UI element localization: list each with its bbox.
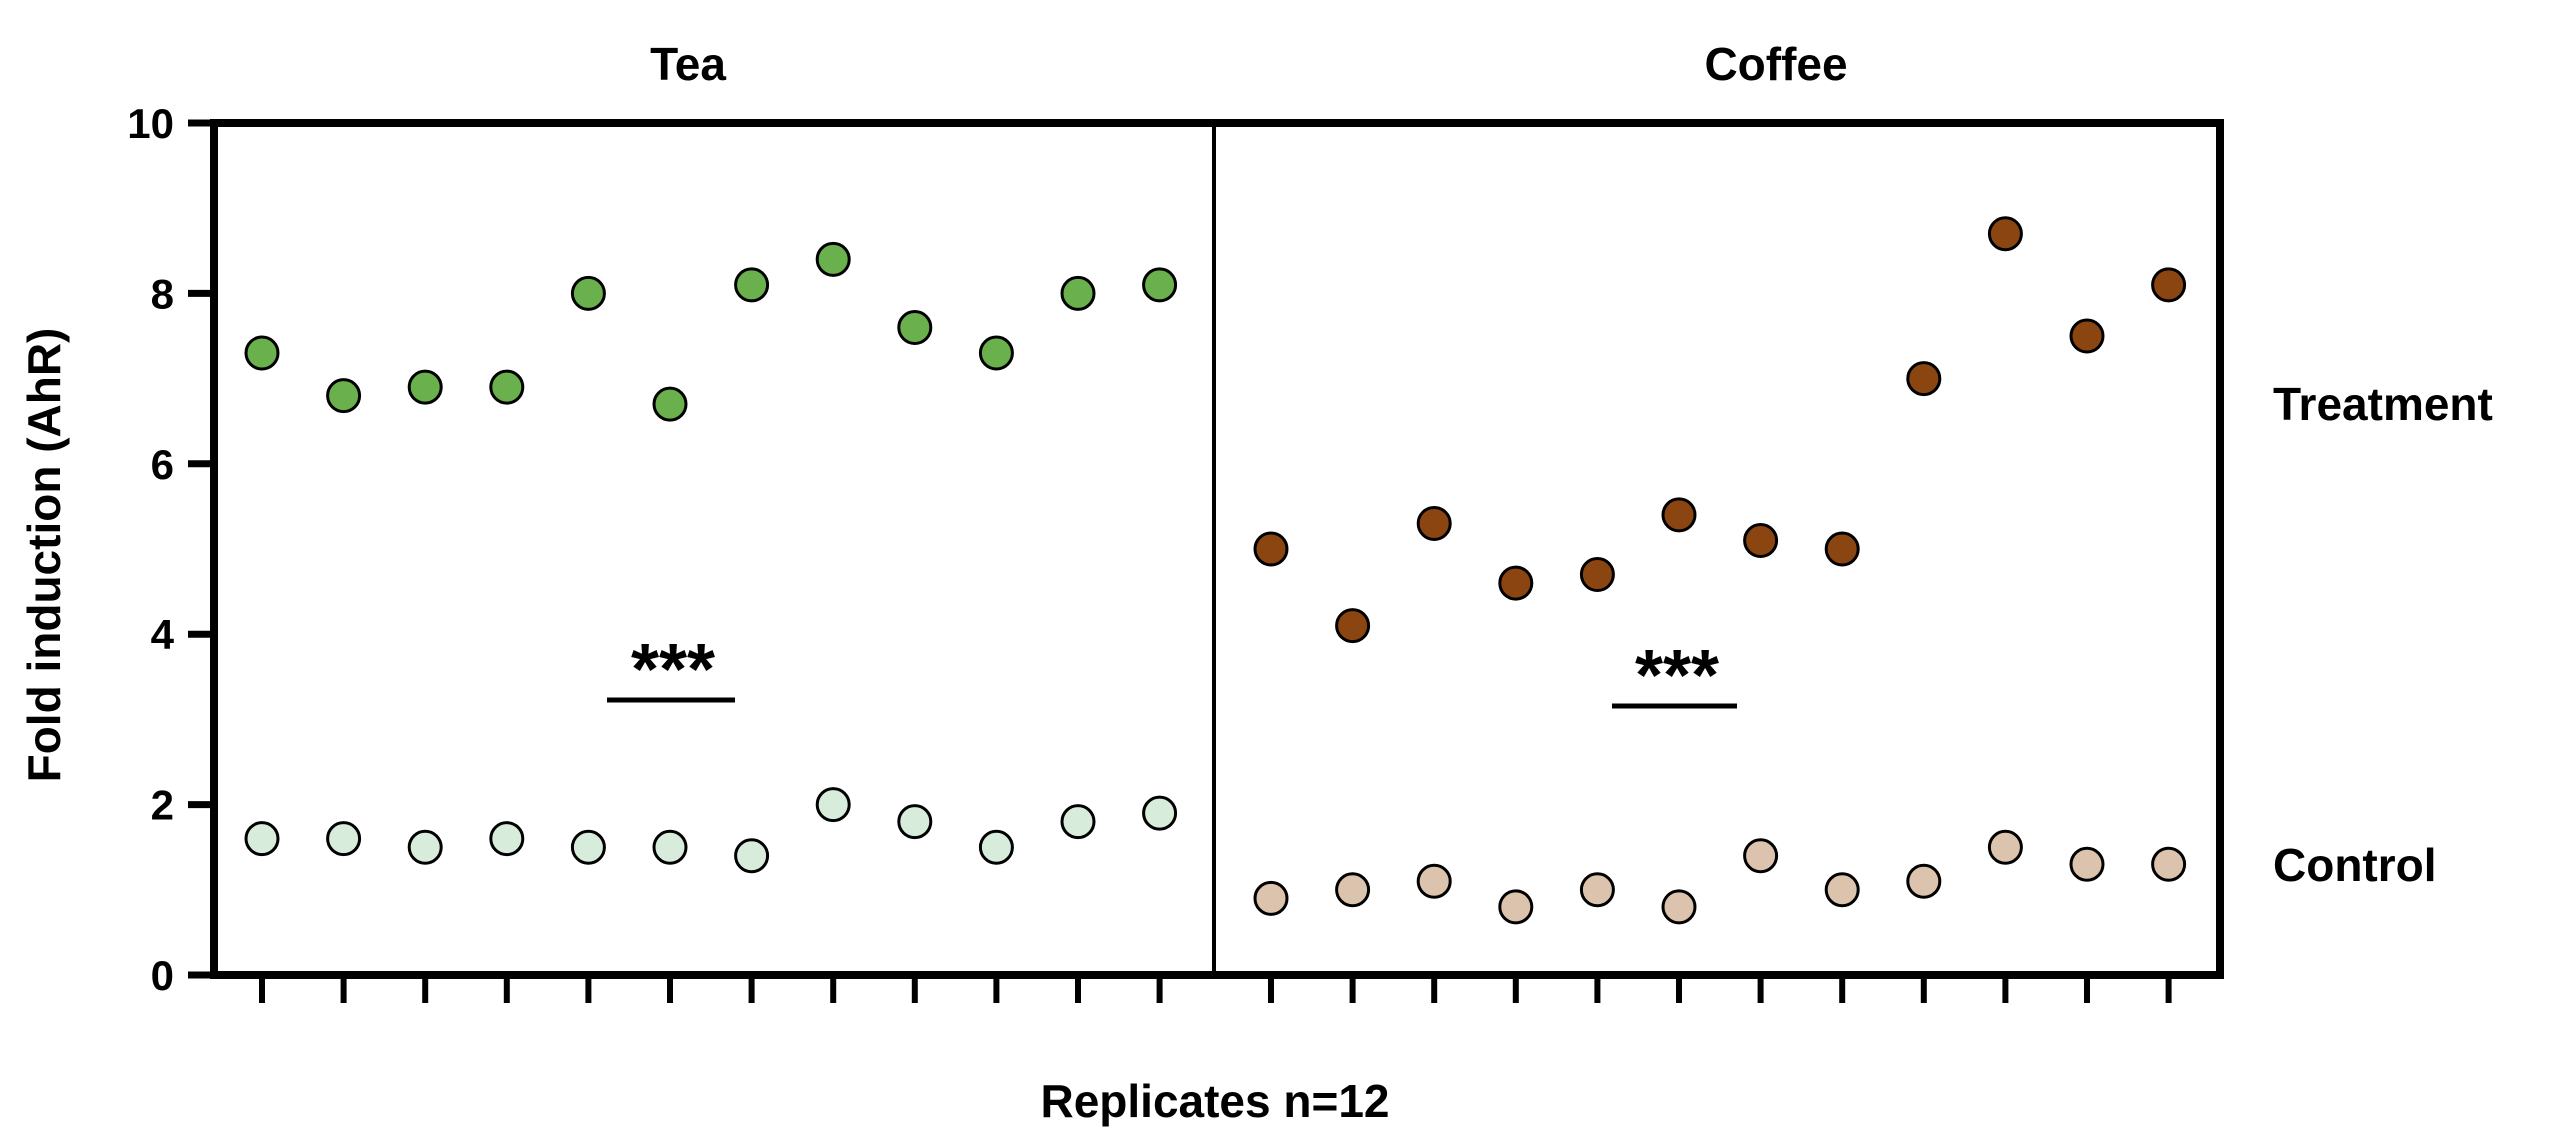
point-tea-control-9: [897, 804, 933, 840]
point-tea-control-8: [815, 787, 851, 823]
point-coffee-treatment-12: [2151, 267, 2187, 303]
y-tick-label-8: 8: [151, 270, 174, 317]
point-coffee-control-11: [2069, 846, 2105, 882]
point-tea-treatment-6: [652, 386, 688, 422]
point-coffee-treatment-8: [1824, 531, 1860, 567]
point-coffee-treatment-11: [2069, 318, 2105, 354]
point-tea-treatment-7: [734, 267, 770, 303]
point-coffee-control-10: [1987, 829, 2023, 865]
point-coffee-treatment-7: [1743, 522, 1779, 558]
point-tea-treatment-10: [978, 335, 1014, 371]
point-tea-treatment-8: [815, 241, 851, 277]
point-tea-control-6: [652, 829, 688, 865]
y-tick-label-2: 2: [151, 782, 174, 829]
point-tea-treatment-9: [897, 309, 933, 345]
panel-title-tea: Tea: [650, 38, 726, 90]
point-tea-control-3: [407, 829, 443, 865]
point-coffee-control-9: [1906, 863, 1942, 899]
y-axis-label: Fold induction (AhR): [18, 328, 70, 783]
point-coffee-control-4: [1498, 889, 1534, 925]
x-axis-label: Replicates n=12: [1040, 1075, 1389, 1127]
point-tea-control-12: [1142, 795, 1178, 831]
point-coffee-treatment-1: [1253, 531, 1289, 567]
point-tea-treatment-12: [1142, 267, 1178, 303]
point-tea-control-11: [1060, 804, 1096, 840]
labels-layer: Fold induction (AhR) Replicates n=12 Tea…: [18, 38, 2493, 1127]
point-coffee-treatment-3: [1416, 505, 1452, 541]
point-tea-control-10: [978, 829, 1014, 865]
row-label-control: Control: [2273, 839, 2437, 891]
axes-layer: 0 2 4 6 8 10: [127, 100, 2224, 1003]
point-tea-treatment-4: [489, 369, 525, 405]
y-tick-label-6: 6: [151, 441, 174, 488]
point-coffee-treatment-5: [1579, 557, 1615, 593]
point-coffee-treatment-9: [1906, 361, 1942, 397]
point-coffee-treatment-6: [1661, 497, 1697, 533]
significance-label-tea: ***: [631, 630, 715, 710]
y-tick-label-10: 10: [127, 100, 174, 147]
point-coffee-control-8: [1824, 872, 1860, 908]
point-tea-control-7: [734, 838, 770, 874]
point-coffee-control-7: [1743, 838, 1779, 874]
point-coffee-control-1: [1253, 880, 1289, 916]
panel-title-coffee: Coffee: [1704, 38, 1847, 90]
point-tea-treatment-11: [1060, 275, 1096, 311]
point-coffee-control-6: [1661, 889, 1697, 925]
point-tea-control-2: [326, 821, 362, 857]
row-label-treatment: Treatment: [2273, 378, 2493, 430]
point-tea-control-5: [570, 829, 606, 865]
point-tea-treatment-3: [407, 369, 443, 405]
point-coffee-control-5: [1579, 872, 1615, 908]
y-tick-label-4: 4: [151, 611, 175, 658]
point-coffee-control-2: [1335, 872, 1371, 908]
point-coffee-control-12: [2151, 846, 2187, 882]
significance-label-coffee: ***: [1635, 636, 1719, 716]
plot-frame: [210, 119, 2224, 979]
marks-layer: [244, 216, 2187, 925]
point-tea-control-4: [489, 821, 525, 857]
point-tea-treatment-2: [326, 378, 362, 414]
point-coffee-control-3: [1416, 863, 1452, 899]
y-tick-label-0: 0: [151, 952, 174, 999]
point-tea-control-1: [244, 821, 280, 857]
point-coffee-treatment-4: [1498, 565, 1534, 601]
point-tea-treatment-1: [244, 335, 280, 371]
point-coffee-treatment-10: [1987, 216, 2023, 252]
point-tea-treatment-5: [570, 275, 606, 311]
point-coffee-treatment-2: [1335, 608, 1371, 644]
